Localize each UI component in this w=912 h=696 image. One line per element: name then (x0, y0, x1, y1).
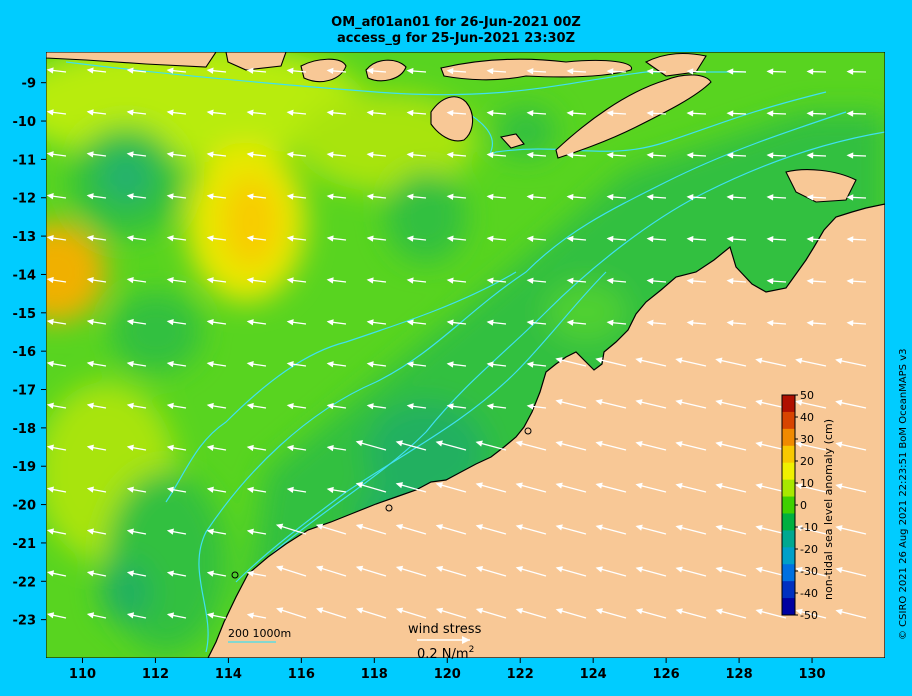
colorbar-segment (782, 445, 795, 464)
lon-tick-label: 126 (653, 667, 680, 682)
colorbar-segment (782, 428, 795, 447)
colorbar-tick-label: -50 (800, 609, 818, 622)
colorbar-segment (782, 564, 795, 582)
colorbar-tick-label: 50 (800, 389, 814, 402)
sea-level-map[interactable] (46, 52, 885, 658)
colorbar-segment (782, 411, 795, 430)
colorbar-segment (782, 395, 795, 413)
lon-tick-label: 120 (434, 667, 461, 682)
lon-tick-label: 110 (69, 667, 96, 682)
lat-tick-label: -10 (13, 115, 37, 130)
land-islands (46, 52, 857, 203)
wind-scale-value: 0.2 N/m (417, 647, 469, 662)
wind-stress-legend: wind stress 0.2 N/m2 (408, 622, 482, 662)
colorbar-segment (782, 581, 795, 599)
lat-tick-label: -11 (13, 153, 37, 168)
wind-scale-exponent: 2 (469, 645, 475, 655)
colorbar-label: non-tidal sea level anomaly (cm) (822, 419, 835, 600)
depth-contour-legend: 200 1000m (228, 627, 291, 643)
lat-tick-label: -17 (13, 384, 37, 399)
colorbar-segment (782, 479, 795, 498)
lat-tick-label: -16 (13, 345, 37, 360)
colorbar-tick-label: 0 (800, 499, 807, 512)
colorbar-segment (782, 530, 795, 548)
lat-tick-label: -12 (13, 192, 37, 207)
colorbar-segment (782, 496, 795, 514)
depth-legend-label: 200 1000m (228, 627, 291, 640)
lon-tick-label: 122 (507, 667, 534, 682)
lon-tick-label: 112 (142, 667, 169, 682)
colorbar-tick-label: -40 (800, 587, 818, 600)
wind-stress-arrows (46, 67, 867, 619)
lat-tick-label: -14 (13, 268, 37, 283)
colorbar: 50 40 30 20 10 0 -10 -20 -30 -40 -50 (781, 389, 818, 622)
svg-text:0.2 N/m2: 0.2 N/m2 (417, 645, 474, 662)
colorbar-segment (782, 462, 795, 481)
lon-tick-label: 116 (288, 667, 315, 682)
lon-tick-label: 124 (580, 667, 607, 682)
colorbar-tick-label: -20 (800, 543, 818, 556)
lat-tick-label: -9 (22, 77, 36, 92)
lon-tick-label: 130 (798, 667, 825, 682)
map-title-line1: OM_af01an01 for 26-Jun-2021 00Z (331, 15, 581, 30)
colorbar-tick-label: -10 (800, 521, 818, 534)
lon-tick-label: 128 (726, 667, 753, 682)
lat-tick-label: -20 (13, 499, 37, 514)
bathymetry-contours (65, 61, 885, 653)
map-title-line2: access_g for 25-Jun-2021 23:30Z (336, 31, 576, 46)
wind-stress-label: wind stress (408, 622, 482, 637)
colorbar-segment (782, 513, 795, 531)
colorbar-tick-label: 40 (800, 411, 814, 424)
lat-tick-label: -21 (13, 537, 37, 552)
lat-tick-label: -13 (13, 230, 37, 245)
colorbar-segment (782, 598, 795, 616)
latitude-axis: -9 -10 -11 -12 -13 -14 -15 -16 -17 -18 -19 -20 -21 -2… (13, 77, 46, 629)
colorbar-tick-label: -30 (800, 565, 818, 578)
longitude-axis: 110 112 114 116 118 120 122 124 126 128 130 (69, 658, 826, 682)
lat-tick-label: -23 (13, 614, 37, 629)
lat-tick-label: -18 (13, 422, 37, 437)
lat-tick-label: -15 (13, 307, 37, 322)
colorbar-segment (782, 547, 795, 565)
colorbar-tick-label: 30 (800, 433, 814, 446)
station-markers (231, 427, 532, 579)
colorbar-tick-label: 10 (800, 477, 814, 490)
colorbar-tick-label: 20 (800, 455, 814, 468)
credit-text: © CSIRO 2021 26 Aug 2021 22:23:51 BoM Oc… (898, 348, 909, 641)
lat-tick-label: -19 (13, 460, 37, 475)
lat-tick-label: -22 (13, 575, 37, 590)
lon-tick-label: 118 (361, 667, 388, 682)
lon-tick-label: 114 (215, 667, 242, 682)
